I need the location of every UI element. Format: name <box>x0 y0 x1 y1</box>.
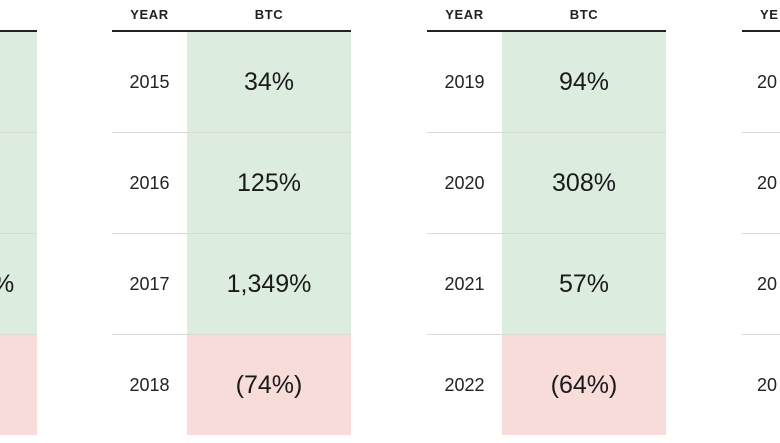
header-rule <box>112 30 351 32</box>
btc-return-cell-gain: 1,349% <box>187 234 351 334</box>
year-column-header: YE <box>760 7 779 22</box>
row-rule <box>427 233 666 234</box>
row-rule <box>0 334 37 335</box>
year-cell: 20 <box>757 274 778 294</box>
year-cell: 2015 <box>129 71 170 92</box>
table-row: 2022 (64%) <box>427 335 666 436</box>
row-rule <box>427 132 666 133</box>
btc-return-cell-gain: 125% <box>187 133 351 233</box>
row-rule <box>742 233 780 234</box>
header-rule <box>427 30 666 32</box>
year-cell: 2016 <box>129 172 170 193</box>
year-cell: 20 <box>757 375 778 395</box>
row-rule <box>112 132 351 133</box>
table-header: YEAR BTC <box>112 0 351 30</box>
row-rule <box>742 334 780 335</box>
row-rule <box>427 334 666 335</box>
year-cell: 2020 <box>444 172 485 193</box>
header-rule <box>0 30 37 32</box>
row-rule <box>0 132 37 133</box>
partial-cell-loss <box>0 335 37 435</box>
table-row: 2018 (74%) <box>112 335 351 436</box>
table-row: 2015 34% <box>112 32 351 133</box>
partial-cell-gain: % <box>0 234 37 334</box>
btc-return-cell-gain: 57% <box>502 234 666 334</box>
returns-table-2015-2018: YEAR BTC 2015 34% 2016 125% 2017 1,349% 2018 (7… <box>112 0 351 443</box>
btc-return-cell-gain: 34% <box>187 32 351 132</box>
partial-cell-text: % <box>0 270 14 299</box>
partial-cell-gain <box>0 32 37 132</box>
year-cell: 2019 <box>444 71 485 92</box>
partial-cell-gain <box>0 133 37 233</box>
table-row: 2019 94% <box>427 32 666 133</box>
year-cell: 2017 <box>129 273 170 294</box>
btc-return-cell-loss: (64%) <box>502 335 666 435</box>
partial-table-left: % <box>0 0 37 443</box>
year-column-header: YEAR <box>445 7 484 22</box>
year-column-header: YEAR <box>130 7 169 22</box>
btc-return-cell-gain: 308% <box>502 133 666 233</box>
partial-table-right: YE 20 20 20 20 <box>742 0 780 443</box>
btc-column-header: BTC <box>254 7 284 22</box>
header-rule <box>742 30 780 32</box>
row-rule <box>0 233 37 234</box>
year-cell: 20 <box>757 72 778 92</box>
row-rule <box>112 334 351 335</box>
year-cell: 20 <box>757 173 778 193</box>
year-cell: 2021 <box>444 273 485 294</box>
returns-table-2019-2022: YEAR BTC 2019 94% 2020 308% 2021 57% 2022 (64%) <box>427 0 666 443</box>
btc-return-cell-loss: (74%) <box>187 335 351 435</box>
year-cell: 2018 <box>129 374 170 395</box>
year-cell: 2022 <box>444 374 485 395</box>
btc-return-cell-gain: 94% <box>502 32 666 132</box>
table-row: 2020 308% <box>427 133 666 234</box>
row-rule <box>112 233 351 234</box>
table-row: 2016 125% <box>112 133 351 234</box>
table-row: 2021 57% <box>427 234 666 335</box>
row-rule <box>742 132 780 133</box>
table-row: 2017 1,349% <box>112 234 351 335</box>
btc-column-header: BTC <box>569 7 599 22</box>
table-header: YEAR BTC <box>427 0 666 30</box>
